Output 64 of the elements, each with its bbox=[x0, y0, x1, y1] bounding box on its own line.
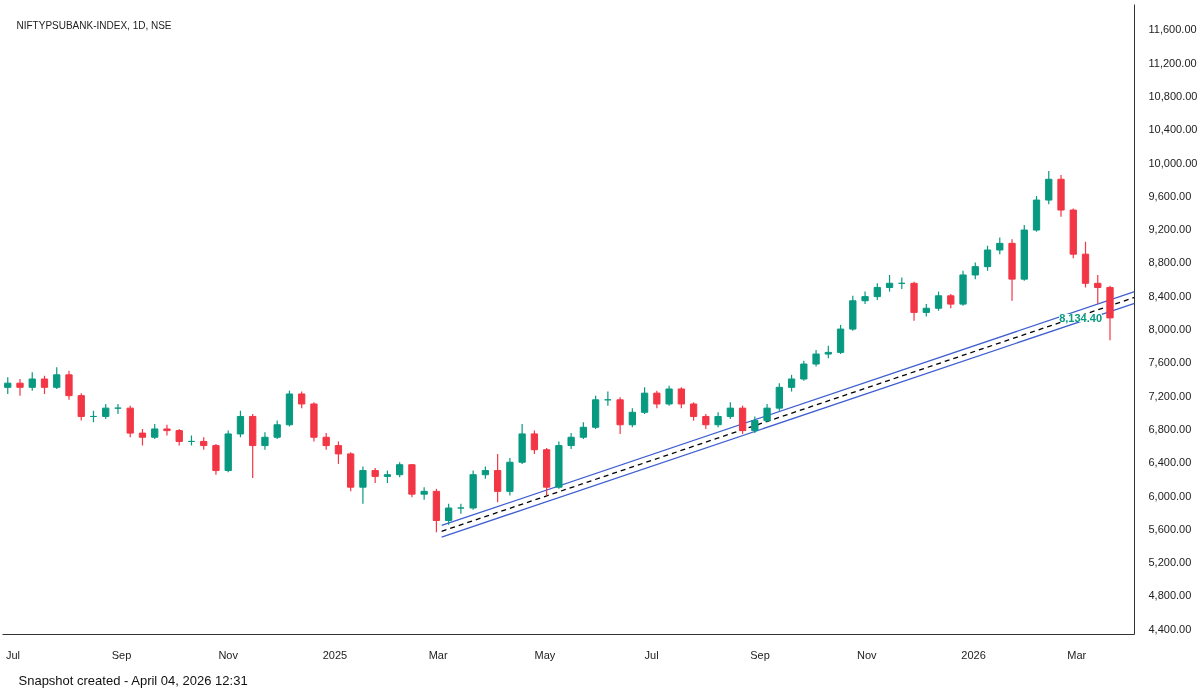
x-tick-label: Sep bbox=[750, 648, 770, 661]
x-tick-label: 2025 bbox=[322, 648, 348, 661]
text: Snapshot created - April 04, 2026 12:31 bbox=[18, 672, 248, 688]
candlestick bbox=[665, 385, 673, 407]
x-tick-label: May bbox=[534, 648, 556, 661]
y-tick-label: 10,400.00 bbox=[1148, 123, 1198, 136]
candlestick bbox=[738, 405, 747, 435]
y-tick-label: 5,600.00 bbox=[1148, 522, 1192, 535]
x-tick-label: Mar bbox=[1067, 648, 1087, 661]
candlestick bbox=[836, 324, 845, 355]
y-tick-label: 7,200.00 bbox=[1148, 389, 1192, 402]
x-tick-label: Nov bbox=[218, 648, 239, 661]
candlestick bbox=[77, 392, 85, 422]
annotation: 8,134.40 bbox=[1059, 311, 1103, 324]
y-tick-label: 11,200.00 bbox=[1148, 56, 1197, 69]
y-tick-label: 8,400.00 bbox=[1148, 289, 1192, 302]
candlestick bbox=[236, 410, 245, 438]
y-tick-label: 8,800.00 bbox=[1148, 256, 1192, 269]
candlestick bbox=[1094, 274, 1102, 305]
y-tick-label: 10,000.00 bbox=[1148, 156, 1198, 169]
text: NIFTYPSUBANK-INDEX, 1D, NSE bbox=[16, 19, 172, 31]
candlestick bbox=[800, 360, 808, 382]
candlestick bbox=[1045, 170, 1053, 205]
candlestick bbox=[163, 424, 171, 437]
x-tick-label: Mar bbox=[428, 648, 448, 661]
x-tick-label: Sep bbox=[111, 648, 132, 661]
candlestick bbox=[861, 291, 869, 305]
candlestick bbox=[114, 403, 122, 415]
y-tick-label: 5,200.00 bbox=[1148, 556, 1192, 569]
candlestick bbox=[334, 440, 343, 465]
x-tick-label: 2026 bbox=[961, 648, 986, 661]
candlestick bbox=[983, 245, 992, 272]
y-tick-label: 10,800.00 bbox=[1148, 90, 1198, 103]
candlestick bbox=[530, 430, 539, 455]
y-tick-label: 7,600.00 bbox=[1148, 356, 1192, 369]
x-tick-label: Nov bbox=[857, 648, 878, 661]
candlestick bbox=[53, 366, 61, 390]
candlestick bbox=[689, 401, 698, 422]
x-tick-label: Jul bbox=[5, 648, 21, 661]
y-tick-label: 6,000.00 bbox=[1148, 489, 1192, 502]
y-tick-label: 6,800.00 bbox=[1148, 422, 1192, 435]
candlestick bbox=[273, 420, 281, 440]
y-tick-label: 9,600.00 bbox=[1148, 189, 1192, 202]
candlestick bbox=[934, 291, 943, 312]
candlestick bbox=[493, 453, 502, 503]
y-tick-label: 11,600.00 bbox=[1148, 23, 1197, 36]
y-tick-label: 6,400.00 bbox=[1148, 456, 1192, 469]
candlestick bbox=[457, 503, 465, 515]
candlestick bbox=[40, 375, 49, 395]
y-tick-label: 8,000.00 bbox=[1148, 323, 1192, 336]
candlestick bbox=[775, 382, 783, 412]
candlestick bbox=[65, 370, 73, 401]
candlestick bbox=[28, 371, 36, 392]
y-tick-label: 9,200.00 bbox=[1148, 223, 1192, 236]
candlestick bbox=[359, 465, 367, 505]
candlestick bbox=[763, 403, 771, 423]
y-tick-label: 4,800.00 bbox=[1148, 589, 1192, 602]
candlestick bbox=[628, 407, 637, 428]
candlestick bbox=[445, 503, 453, 526]
y-tick-label: 4,400.00 bbox=[1148, 622, 1192, 635]
candlestick bbox=[16, 378, 24, 397]
candlestick bbox=[677, 386, 685, 409]
x-tick-label: Jul bbox=[644, 648, 659, 661]
candlestick bbox=[640, 386, 649, 415]
